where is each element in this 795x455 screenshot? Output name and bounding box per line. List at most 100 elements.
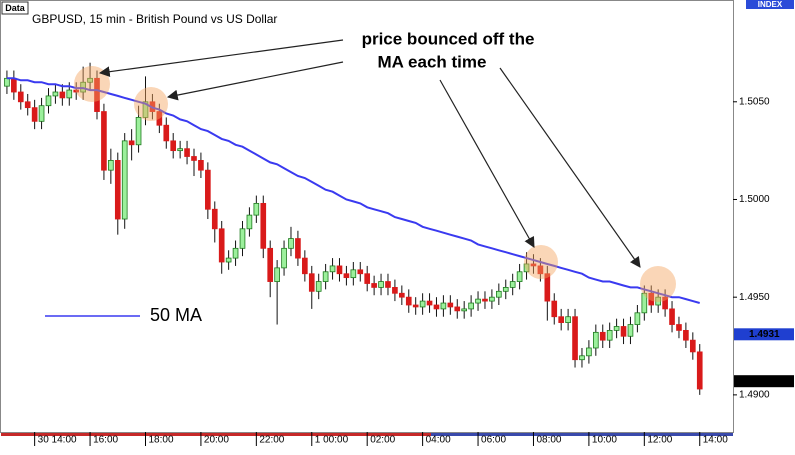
candle-up [225, 257, 232, 263]
candle-down [94, 77, 100, 112]
candle-down [198, 160, 204, 171]
x-tick-label: 20:00 [204, 435, 229, 446]
chart-title: GBPUSD, 15 min - British Pound vs US Dol… [32, 12, 277, 26]
candle-up [281, 247, 287, 269]
candle-up [468, 302, 474, 310]
candle-down [302, 257, 308, 275]
candle-down [336, 265, 343, 275]
candle-down [295, 238, 301, 259]
x-tick-label: 30 14:00 [38, 435, 77, 446]
candle-down [454, 306, 461, 312]
candle-down [31, 107, 38, 122]
candle-down [433, 304, 440, 310]
arrows [98, 39, 641, 268]
candle-up [565, 316, 571, 323]
x-tick-label: 10:00 [592, 435, 617, 446]
data-label: Data [5, 3, 26, 13]
candle-down [599, 331, 606, 341]
candle-down [385, 281, 391, 288]
candle-down [17, 91, 24, 103]
plot-frame [0, 0, 734, 433]
candle-down [170, 140, 177, 152]
candle-up [315, 281, 322, 292]
candle-up [516, 271, 523, 282]
candle-up [87, 77, 93, 83]
candle-down [308, 273, 315, 292]
candle-up [108, 160, 114, 171]
candle-up [523, 263, 530, 273]
plot [4, 62, 703, 395]
candle-down [11, 77, 17, 93]
candle-up [329, 265, 336, 273]
candle-down [405, 296, 412, 306]
index-box [746, 0, 794, 9]
candle-down [205, 169, 211, 210]
candle-up [592, 331, 599, 349]
arrow [499, 67, 641, 268]
candle-up [496, 290, 502, 298]
price-label: 1.4907 [749, 376, 780, 387]
x-tick-label: 12:00 [647, 435, 672, 446]
candle-up [655, 296, 662, 306]
candle-down [114, 160, 121, 220]
index-label: INDEX [758, 0, 783, 9]
candle-up [606, 329, 613, 341]
candle-down [412, 304, 419, 308]
candle-up [461, 308, 468, 312]
candle-down [24, 101, 31, 109]
bounce-circle [524, 245, 558, 279]
x-tick-label: 04:00 [426, 435, 451, 446]
candle-up [419, 300, 426, 308]
bounce-circle [134, 87, 168, 121]
candle-down [156, 111, 163, 126]
candle-down [447, 302, 454, 308]
candle-up [52, 91, 59, 97]
candle-up [4, 77, 10, 87]
bounce-circle [74, 66, 110, 102]
candle-down [371, 283, 377, 288]
x-tick-label: 18:00 [148, 435, 173, 446]
arrow [439, 79, 535, 248]
candle-up [627, 324, 634, 337]
candle-down [537, 265, 544, 275]
candle-down [426, 300, 433, 306]
candle-down [530, 263, 537, 267]
candle-up [322, 271, 329, 282]
price-box [734, 375, 794, 388]
candle-up [350, 269, 357, 279]
candle-down [482, 298, 488, 302]
candle-down [364, 273, 371, 284]
candle-down [399, 292, 405, 298]
candle-up [509, 281, 516, 288]
x-tick-label: 08:00 [536, 435, 561, 446]
candle-down [620, 326, 627, 337]
candle-down [163, 124, 170, 142]
candle-up [239, 228, 246, 249]
candle-up [641, 292, 648, 314]
candle-down [669, 308, 675, 325]
candle-down [211, 208, 218, 230]
candle-down [392, 287, 398, 294]
candle-down [218, 228, 225, 263]
x-tick-label: 22:00 [259, 435, 284, 446]
candle-down [59, 91, 66, 99]
candle-down [551, 300, 558, 318]
price-box [734, 328, 794, 341]
candle-up [135, 117, 142, 146]
candle-down [662, 296, 668, 310]
candle-up [177, 148, 183, 152]
arrow [166, 61, 344, 101]
candle-down [696, 351, 703, 390]
candle-up [246, 214, 253, 230]
candle-up [288, 238, 294, 249]
candle-up [502, 287, 509, 292]
candle-up [440, 302, 447, 310]
candle-down [343, 273, 350, 279]
legend-label: 50 MA [150, 305, 202, 325]
x-tick-label: 16:00 [93, 435, 118, 446]
x-tick-label: 1 00:00 [315, 435, 349, 446]
candle-up [579, 355, 585, 361]
y-tick-label: 1.5000 [739, 194, 770, 205]
